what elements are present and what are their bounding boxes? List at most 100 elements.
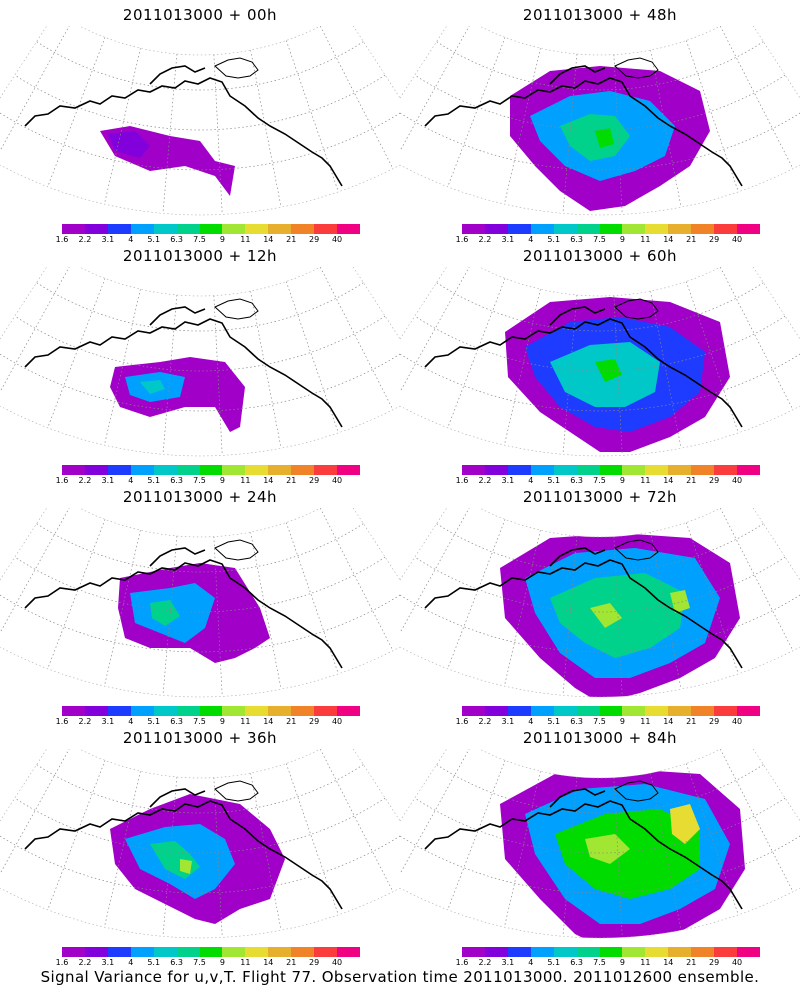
colorbar-swatch — [553, 224, 577, 234]
map-panel: 2011013000 + 12h 1.6 2.2 3.1 4 5.1 6.3 7.5 9 11 14… — [0, 241, 400, 491]
colorbar-swatch — [199, 947, 223, 957]
colorbar-label: 5.1 — [147, 235, 161, 244]
colorbar-swatch — [553, 947, 577, 957]
colorbar-label: 5.1 — [147, 476, 161, 485]
colorbar-label: 4 — [528, 958, 534, 967]
colorbar-label: 21 — [286, 958, 297, 967]
colorbar-swatch — [530, 224, 554, 234]
colorbar-label: 40 — [331, 235, 343, 244]
colorbar-swatch — [268, 947, 292, 957]
colorbar-swatch — [153, 947, 177, 957]
colorbar-label: 11 — [640, 958, 651, 967]
colorbar-label: 11 — [240, 235, 251, 244]
colorbar-swatch — [576, 465, 600, 475]
colorbar-label: 1.6 — [455, 958, 469, 967]
colorbar-label: 7.5 — [193, 717, 206, 726]
colorbar-label: 1.6 — [55, 958, 69, 967]
colorbar-label: 11 — [240, 476, 251, 485]
colorbar-label: 3.1 — [101, 476, 115, 485]
colorbar-swatch — [153, 465, 177, 475]
colorbar-label: 2.2 — [478, 235, 492, 244]
colorbar-label: 4 — [128, 235, 134, 244]
colorbar-swatch — [176, 465, 200, 475]
colorbar-swatch — [199, 706, 223, 716]
colorbar-label: 1.6 — [55, 717, 69, 726]
colorbar-label: 7.5 — [193, 476, 206, 485]
variance-contour — [150, 600, 180, 626]
colorbar — [462, 465, 760, 475]
colorbar-labels: 1.6 2.2 3.1 4 5.1 6.3 7.5 9 11 14 21 29 40 — [56, 958, 356, 970]
colorbar-label: 5.1 — [547, 235, 561, 244]
colorbar-swatch — [176, 224, 200, 234]
map-plot — [0, 508, 400, 698]
colorbar-label: 5.1 — [547, 717, 561, 726]
colorbar-label: 14 — [263, 476, 274, 485]
colorbar-swatch — [599, 947, 623, 957]
colorbar-swatch — [599, 465, 623, 475]
colorbar-label: 21 — [286, 717, 297, 726]
colorbar-swatch — [645, 706, 669, 716]
colorbar-label: 7.5 — [593, 717, 606, 726]
colorbar-swatch — [62, 465, 85, 475]
panel-title: 2011013000 + 24h — [122, 488, 278, 506]
colorbar-label: 6.3 — [170, 717, 183, 726]
colorbar-label: 11 — [240, 958, 251, 967]
map-panel: 2011013000 + 72h 1.6 2.2 3.1 4 5.1 6.3 7.5 9 11 14… — [400, 482, 800, 732]
colorbar-swatch — [668, 706, 692, 716]
colorbar-swatch — [176, 947, 200, 957]
colorbar-swatch — [314, 465, 338, 475]
variance-contour — [670, 804, 700, 844]
colorbar-labels: 1.6 2.2 3.1 4 5.1 6.3 7.5 9 11 14 21 29 40 — [456, 717, 756, 729]
colorbar-swatch — [153, 706, 177, 716]
colorbar-swatch — [645, 947, 669, 957]
colorbar-label: 11 — [640, 476, 651, 485]
colorbar-label: 14 — [663, 717, 674, 726]
colorbar-label: 1.6 — [455, 235, 469, 244]
colorbar-swatch — [484, 947, 508, 957]
panel-title: 2011013000 + 36h — [122, 729, 278, 747]
colorbar-swatch — [530, 706, 554, 716]
colorbar-swatch — [462, 706, 485, 716]
colorbar-swatch — [737, 224, 760, 234]
colorbar-label: 1.6 — [455, 717, 469, 726]
colorbar — [62, 947, 360, 957]
colorbar-label: 2.2 — [78, 476, 92, 485]
colorbar-swatch — [314, 947, 338, 957]
colorbar-swatch — [245, 465, 269, 475]
colorbar-swatch — [507, 706, 531, 716]
map-plot — [0, 267, 400, 457]
colorbar-swatch — [62, 706, 85, 716]
colorbar-swatch — [737, 465, 760, 475]
colorbar-swatch — [291, 706, 315, 716]
colorbar-swatch — [668, 947, 692, 957]
colorbar-label: 5.1 — [547, 958, 561, 967]
colorbar-swatch — [153, 224, 177, 234]
colorbar-label: 3.1 — [101, 717, 115, 726]
colorbar — [62, 706, 360, 716]
colorbar-swatch — [245, 706, 269, 716]
colorbar-label: 2.2 — [478, 958, 492, 967]
colorbar-swatch — [107, 947, 131, 957]
colorbar-swatch — [130, 465, 154, 475]
colorbar-label: 1.6 — [455, 476, 469, 485]
colorbar-swatch — [107, 224, 131, 234]
colorbar-swatch — [484, 706, 508, 716]
colorbar-swatch — [576, 224, 600, 234]
map-panel: 2011013000 + 36h 1.6 2.2 3.1 4 5.1 6.3 7.5 9 11 14… — [0, 723, 400, 973]
colorbar-swatch — [291, 947, 315, 957]
map-plot — [400, 26, 800, 216]
colorbar-label: 21 — [686, 717, 697, 726]
panel-title: 2011013000 + 12h — [122, 247, 278, 265]
colorbar-label: 40 — [731, 717, 743, 726]
colorbar-label: 2.2 — [478, 717, 492, 726]
colorbar-swatch — [668, 224, 692, 234]
colorbar-label: 40 — [331, 958, 343, 967]
colorbar-label: 14 — [263, 235, 274, 244]
colorbar-swatch — [337, 947, 360, 957]
variance-contour — [560, 114, 630, 161]
colorbar-label: 29 — [709, 235, 720, 244]
colorbar-swatch — [507, 947, 531, 957]
colorbar-swatch — [484, 465, 508, 475]
colorbar — [462, 947, 760, 957]
colorbar-swatch — [668, 465, 692, 475]
